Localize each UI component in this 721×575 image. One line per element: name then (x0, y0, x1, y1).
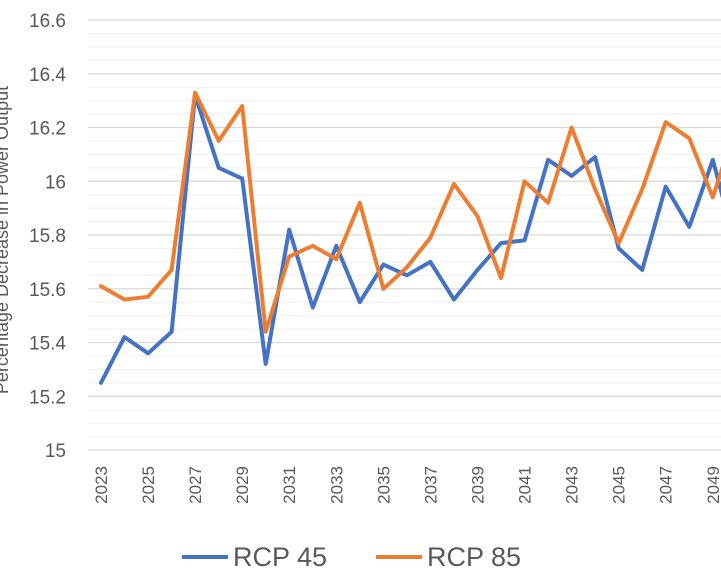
y-tick-label: 15.4 (29, 334, 66, 355)
x-tick-label: 2027 (186, 466, 205, 504)
y-tick-label: 16.6 (29, 11, 66, 32)
x-tick-label: 2041 (516, 466, 535, 504)
y-tick-label: 15.8 (29, 226, 66, 247)
x-tick-label: 2047 (657, 466, 676, 504)
x-tick-label: 2037 (421, 466, 440, 504)
x-tick-label: 2025 (139, 466, 158, 504)
series-lines (99, 90, 721, 385)
y-axis-label: Percentage Decrease in Power Output (0, 86, 12, 394)
x-tick-label: 2031 (280, 466, 299, 504)
x-tick-label: 2049 (704, 466, 721, 504)
y-tick-label: 15.2 (29, 387, 66, 408)
y-tick-label: 16.2 (29, 119, 66, 140)
series-line-rcp-45 (99, 93, 721, 385)
y-tick-label: 16 (45, 172, 66, 193)
x-tick-label: 2023 (92, 466, 111, 504)
x-tick-label: 2033 (327, 466, 346, 504)
y-tick-label: 15 (45, 441, 66, 462)
y-axis-ticks: 15 15.2 15.4 15.6 15.8 16 16.2 16.4 16.6 (29, 11, 66, 462)
x-tick-label: 2045 (610, 466, 629, 504)
x-axis-ticks: 2023 2025 2027 2029 2031 2033 2035 2037 2039 2041… (92, 466, 721, 504)
legend: RCP 45 RCP 85 (182, 542, 521, 572)
x-tick-label: 2035 (374, 466, 393, 504)
x-tick-label: 2029 (233, 466, 252, 504)
y-tick-label: 16.4 (29, 65, 66, 86)
legend-label: RCP 85 (427, 542, 521, 572)
x-tick-label: 2043 (563, 466, 582, 504)
y-tick-label: 15.6 (29, 280, 66, 301)
x-tick-label: 2039 (468, 466, 487, 504)
series-line-rcp-85 (99, 90, 721, 334)
legend-label: RCP 45 (233, 542, 327, 572)
